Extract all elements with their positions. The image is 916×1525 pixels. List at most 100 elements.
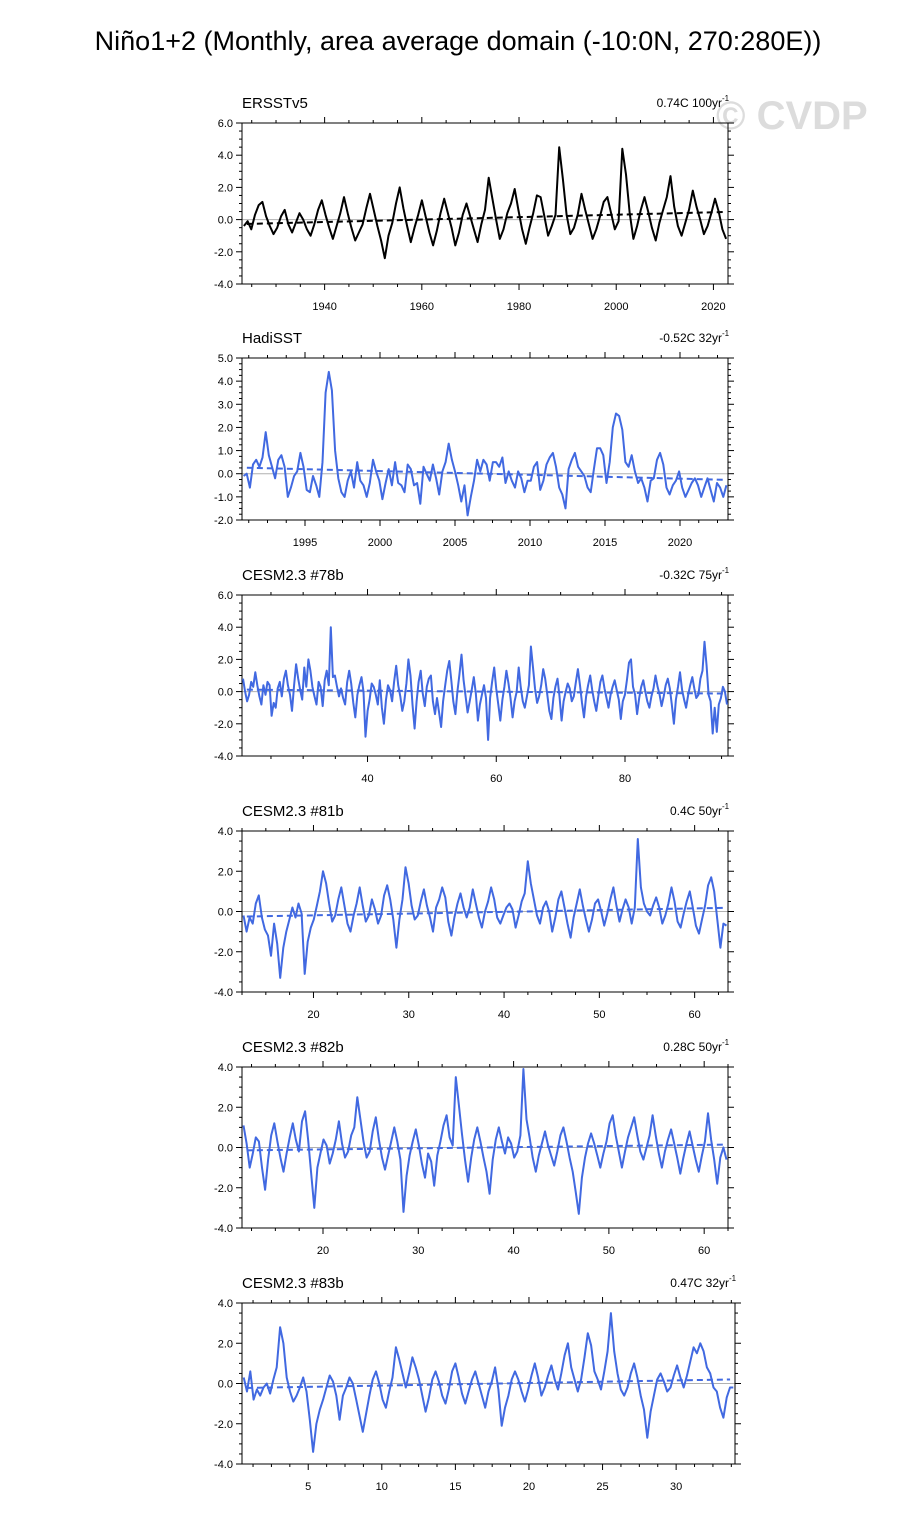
- trend-label-exponent: -1: [729, 1274, 737, 1283]
- x-tick-label: 2015: [593, 537, 617, 549]
- panel-title: CESM2.3 #82b: [242, 1039, 344, 1056]
- y-tick-label: 4.0: [218, 1062, 233, 1074]
- y-tick-label: 5.0: [218, 353, 233, 365]
- x-tick-label: 1995: [293, 537, 317, 549]
- y-tick-label: 6.0: [218, 118, 233, 130]
- x-tick-label: 30: [670, 1481, 682, 1493]
- trend-label: 0.28C 50yr: [663, 1040, 722, 1054]
- chart-panel-5: -4.0 -2.0 0.0 2.0 4.0 20 30 40 50 60 CESM2.3 #82b 0…: [214, 1038, 734, 1257]
- chart-panel-4: -4.0 -2.0 0.0 2.0 4.0 20 30 40 50 60 CESM2.3 #81b 0…: [214, 802, 734, 1021]
- x-tick-label: 60: [698, 1245, 710, 1257]
- trend-label-exponent: -1: [722, 802, 730, 811]
- y-tick-label: -2.0: [214, 515, 233, 527]
- y-tick-label: -2.0: [214, 1183, 233, 1195]
- series-line: [243, 370, 728, 517]
- series-line: [243, 146, 728, 260]
- x-tick-label: 20: [307, 1009, 319, 1021]
- x-tick-label: 2020: [668, 537, 692, 549]
- x-tick-label: 40: [507, 1245, 519, 1257]
- panel-title: CESM2.3 #78b: [242, 567, 344, 584]
- panel-title: CESM2.3 #83b: [242, 1275, 344, 1292]
- y-tick-label: 4.0: [218, 622, 233, 634]
- y-tick-label: -4.0: [214, 987, 233, 999]
- y-tick-label: -4.0: [214, 279, 233, 291]
- trend-label: 0.74C 100yr: [657, 96, 722, 110]
- x-tick-label: 80: [619, 773, 631, 785]
- y-tick-label: 0.0: [218, 1143, 233, 1155]
- chart-panel-1: -4.0 -2.0 0.0 2.0 4.0 6.0 1940 1960 1980 2000 2020…: [214, 94, 734, 313]
- x-tick-label: 10: [376, 1481, 388, 1493]
- trend-line: [246, 1378, 731, 1389]
- y-tick-label: -4.0: [214, 751, 233, 763]
- x-tick-label: 60: [689, 1009, 701, 1021]
- y-tick-label: 3.0: [218, 399, 233, 411]
- y-tick-label: 4.0: [218, 1298, 233, 1310]
- x-tick-label: 50: [593, 1009, 605, 1021]
- plot-frame: [241, 357, 729, 521]
- chart-panel-6: -4.0 -2.0 0.0 2.0 4.0 5 10 15 20 25 30 CESM2.3 #83b…: [214, 1274, 741, 1493]
- trend-label: 0.4C 50yr: [670, 804, 722, 818]
- x-tick-label: 1940: [312, 301, 336, 313]
- x-tick-label: 30: [412, 1245, 424, 1257]
- x-tick-label: 20: [317, 1245, 329, 1257]
- trend-label-exponent: -1: [722, 329, 730, 338]
- y-tick-label: 0.0: [218, 215, 233, 227]
- x-tick-label: 25: [596, 1481, 608, 1493]
- y-tick-label: 2.0: [218, 866, 233, 878]
- trend-label: -0.52C 32yr: [659, 331, 722, 345]
- x-tick-label: 60: [490, 773, 502, 785]
- trend-label: 0.47C 32yr: [670, 1276, 729, 1290]
- x-tick-label: 2000: [368, 537, 392, 549]
- chart-panel-2: -2.0 -1.0 0.0 1.0 2.0 3.0 4.0 5.0 1995 2000 2005 20…: [214, 329, 734, 549]
- x-tick-label: 30: [403, 1009, 415, 1021]
- x-tick-label: 2020: [701, 301, 725, 313]
- series-line: [242, 1312, 734, 1453]
- y-tick-label: 2.0: [218, 1102, 233, 1114]
- y-tick-label: 2.0: [218, 1338, 233, 1350]
- y-tick-label: 4.0: [218, 376, 233, 388]
- y-tick-label: 0.0: [218, 687, 233, 699]
- x-tick-label: 20: [523, 1481, 535, 1493]
- series-line: [242, 1068, 728, 1215]
- x-tick-label: 40: [361, 773, 373, 785]
- watermark: © CVDP: [716, 94, 868, 138]
- y-tick-label: 0.0: [218, 907, 233, 919]
- y-tick-label: 1.0: [218, 446, 233, 458]
- y-tick-label: -4.0: [214, 1459, 233, 1471]
- y-tick-label: 6.0: [218, 590, 233, 602]
- y-tick-label: 2.0: [218, 422, 233, 434]
- panel-title: CESM2.3 #81b: [242, 803, 344, 820]
- y-tick-label: 4.0: [218, 150, 233, 162]
- x-tick-label: 1960: [410, 301, 434, 313]
- y-tick-label: -2.0: [214, 247, 233, 259]
- x-tick-label: 50: [603, 1245, 615, 1257]
- panel-title: ERSSTv5: [242, 95, 308, 112]
- y-tick-label: 2.0: [218, 182, 233, 194]
- y-tick-label: -2.0: [214, 719, 233, 731]
- series-line: [242, 838, 728, 979]
- y-tick-label: 0.0: [218, 469, 233, 481]
- x-tick-label: 5: [305, 1481, 311, 1493]
- y-tick-label: 2.0: [218, 654, 233, 666]
- x-tick-label: 2010: [518, 537, 542, 549]
- trend-label-exponent: -1: [722, 1038, 730, 1047]
- trend-label: -0.32C 75yr: [659, 568, 722, 582]
- x-tick-label: 2005: [443, 537, 467, 549]
- chart-panel-3: -4.0 -2.0 0.0 2.0 4.0 6.0 40 60 80 CESM2.3 #78b -0…: [214, 566, 734, 785]
- trend-label-exponent: -1: [722, 566, 730, 575]
- y-tick-label: 4.0: [218, 826, 233, 838]
- x-tick-label: 15: [449, 1481, 461, 1493]
- y-tick-label: 0.0: [218, 1379, 233, 1391]
- x-tick-label: 40: [498, 1009, 510, 1021]
- series-line: [242, 626, 728, 741]
- x-tick-label: 1980: [507, 301, 531, 313]
- panel-title: HadiSST: [242, 330, 302, 347]
- y-tick-label: -2.0: [214, 1419, 233, 1431]
- figure-title: Niño1+2 (Monthly, area average domain (-…: [94, 26, 822, 56]
- x-tick-label: 2000: [604, 301, 628, 313]
- y-tick-label: -2.0: [214, 947, 233, 959]
- y-tick-label: -1.0: [214, 492, 233, 504]
- trend-label-exponent: -1: [722, 94, 730, 103]
- y-tick-label: -4.0: [214, 1223, 233, 1235]
